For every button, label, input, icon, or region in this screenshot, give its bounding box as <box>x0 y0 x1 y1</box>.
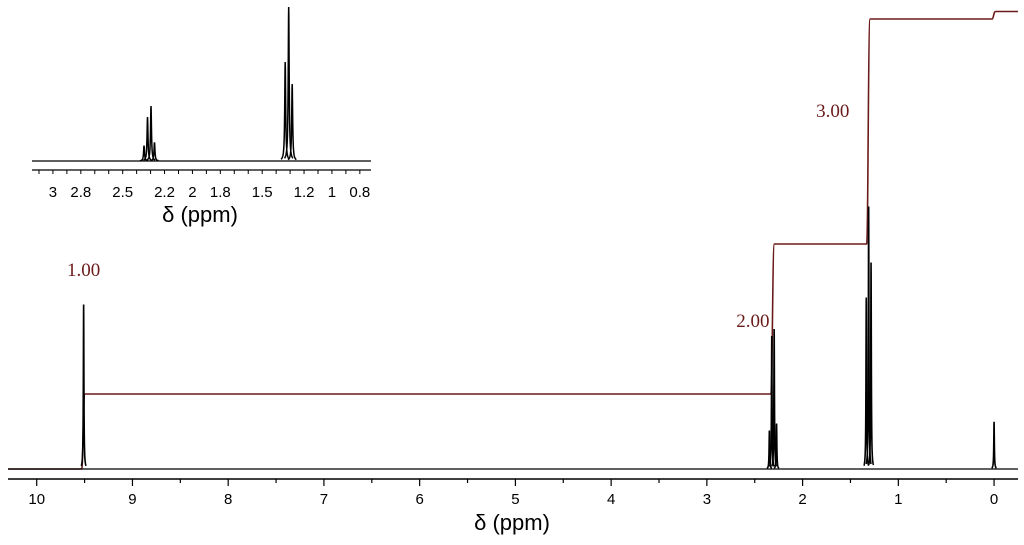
inset-x-tick-label: 2.8 <box>70 184 91 201</box>
main-x-tick-label: 10 <box>28 491 45 508</box>
integral-labels-group: 1.00 2.00 3.00 <box>67 101 849 332</box>
integral-label-2: 3.00 <box>816 101 849 122</box>
main-x-tick-label: 4 <box>607 491 615 508</box>
main-x-tick-label: 9 <box>128 491 136 508</box>
inset-x-tick-label: 3 <box>49 184 57 201</box>
inset-x-axis-label: δ (ppm) <box>162 202 238 227</box>
inset-x-tick-label: 1.2 <box>294 184 315 201</box>
main-x-tick-label: 7 <box>320 491 328 508</box>
inset-spectrum-peak-3 <box>150 142 159 162</box>
inset-spectrum-peak-6 <box>287 83 297 161</box>
main-x-tick-label: 2 <box>798 491 806 508</box>
inset-x-tick-label: 0.8 <box>349 184 370 201</box>
main-x-tick-label: 3 <box>703 491 711 508</box>
main-x-tick-label: 1 <box>894 491 902 508</box>
inset-plot: 3 2.8 2.5 2.2 2 1.8 1.5 1.2 1 0.8 δ (ppm) <box>32 6 371 227</box>
inset-spectrum-peak-4 <box>280 61 290 160</box>
inset-x-tick-label: 1 <box>328 184 336 201</box>
spectrum-peak-8 <box>991 421 997 469</box>
inset-x-tick-label: 2.5 <box>112 184 133 201</box>
inset-spectrum-peak-1 <box>143 116 152 161</box>
inset-x-tick-label: 2 <box>188 184 196 201</box>
inset-spectrum-peaks-group <box>32 6 371 162</box>
inset-x-tick-label: 2.2 <box>154 184 175 201</box>
spectrum-peak-2 <box>768 335 775 467</box>
main-plot: 10 9 8 7 6 5 4 3 2 1 0 1.002.003.00 δ (ppm) <box>8 10 1018 535</box>
main-x-tick-label: 5 <box>511 491 519 508</box>
spectrum-peak-4 <box>773 423 780 469</box>
inset-spectrum-peak-5 <box>283 6 294 159</box>
main-x-tick-label: 6 <box>415 491 423 508</box>
inset-x-tick-label: 1.8 <box>210 184 231 201</box>
spectrum-peak-5 <box>863 297 870 466</box>
inset-x-tick-label: 1.5 <box>252 184 273 201</box>
inset-x-axis: 3 2.8 2.5 2.2 2 1.8 1.5 1.2 1 0.8 <box>32 169 371 201</box>
main-x-tick-label: 8 <box>224 491 232 508</box>
integral-label-1: 2.00 <box>736 311 769 332</box>
main-x-axis-label: δ (ppm) <box>474 510 550 535</box>
inset-spectrum-peak-0 <box>139 145 149 162</box>
spectrum-peak-7 <box>867 262 875 466</box>
spectrum-peaks-group <box>8 206 1018 470</box>
inset-spectrum-peak-2 <box>146 105 156 161</box>
spectrum-peak-0 <box>80 304 87 467</box>
main-x-tick-label: 0 <box>990 491 998 508</box>
spectrum-peak-1 <box>766 430 773 469</box>
main-x-axis: 10 9 8 7 6 5 4 3 2 1 0 <box>8 478 1018 508</box>
integral-label-0: 1.00 <box>67 260 100 281</box>
